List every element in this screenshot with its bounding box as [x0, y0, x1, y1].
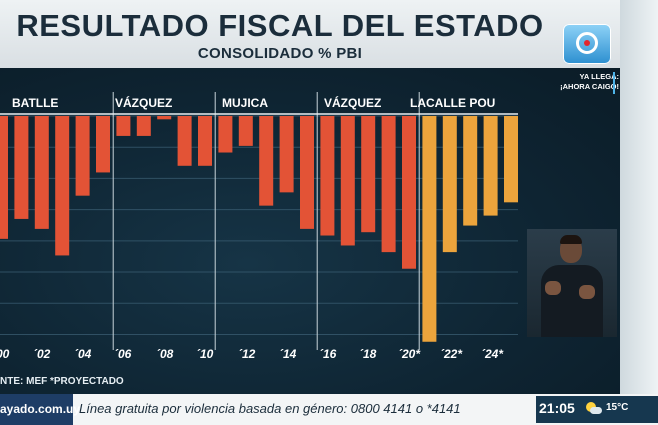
bar-2005: [116, 116, 131, 136]
promo-line-1: YA LLEGA:: [579, 72, 619, 81]
x-tick-label: ´12: [238, 347, 256, 361]
sign-language-interpreter-inset: [527, 229, 617, 337]
period-label: LACALLE POU: [410, 96, 495, 110]
x-tick-label: ´22*: [440, 347, 463, 361]
chart-header: RESULTADO FISCAL DEL ESTADO CONSOLIDADO …: [0, 0, 620, 68]
x-tick-label: 00: [0, 347, 10, 361]
promo-line-2: ¡AHORA CAIGO!: [560, 82, 619, 91]
bar-2014: [300, 116, 314, 229]
bar-2018: [381, 116, 396, 253]
bar-2021: [442, 116, 457, 253]
temperature: 15°C: [606, 402, 629, 413]
period-label: MUJICA: [222, 96, 268, 110]
bar-2010: [218, 116, 233, 153]
bar-2000: [14, 116, 29, 219]
bar-2013: [279, 116, 294, 193]
clock-weather-box: 21:05 15°C: [536, 396, 658, 423]
bar-2024: [504, 116, 518, 203]
chart-source-note: NTE: MEF *PROYECTADO: [0, 376, 124, 387]
x-tick-label: ´18: [359, 347, 377, 361]
period-label: VÁZQUEZ: [324, 95, 381, 110]
bar-2020: [422, 116, 437, 342]
bar-2003: [75, 116, 90, 196]
ticker-message: Línea gratuita por violencia basada en g…: [79, 401, 461, 416]
bar-2023: [483, 116, 498, 216]
bar-2017: [361, 116, 376, 233]
bar-2004: [96, 116, 110, 173]
news-ticker: ayado.com.uy Línea gratuita por violenci…: [0, 394, 658, 425]
chart-panel: BATLLE VÁZQUEZ MUJICA VÁZQUEZ LACALLE POU 00 ´…: [0, 68, 620, 394]
bar-2015: [320, 116, 335, 236]
partly-cloudy-icon-cloud: [590, 407, 602, 414]
x-tick-label: ´08: [156, 347, 174, 361]
ticker-website: ayado.com.uy: [0, 402, 81, 416]
bar-2011: [238, 116, 253, 146]
ticker-website-badge: ayado.com.uy: [0, 394, 80, 425]
chart-title: RESULTADO FISCAL DEL ESTADO: [16, 8, 544, 43]
bar-2008: [177, 116, 192, 166]
x-tick-label: ´02: [33, 347, 51, 361]
studio-background: [620, 0, 658, 394]
bar-2009: [198, 116, 212, 166]
bar-2019: [402, 116, 416, 269]
x-tick-label: ´06: [114, 347, 132, 361]
x-tick-label: ´16: [319, 347, 337, 361]
channel-10-logo-icon: [563, 24, 611, 64]
x-tick-label: ´04: [74, 347, 92, 361]
chart-subtitle: CONSOLIDADO % PBI: [197, 45, 363, 62]
period-label: VÁZQUEZ: [115, 95, 172, 110]
promo-text: YA LLEGA: ¡AHORA CAIGO!: [527, 72, 619, 92]
bar-2022: [463, 116, 478, 226]
bar-2006: [136, 116, 151, 136]
bar-2001: [34, 116, 49, 229]
x-tick-label: ´20*: [398, 347, 421, 361]
bar-1999: [0, 116, 8, 239]
bar-2007: [157, 116, 172, 120]
bar-2012: [259, 116, 274, 206]
x-tick-label: ´14: [279, 347, 297, 361]
promo-accent-bar: [613, 72, 615, 94]
x-tick-label: ´10: [196, 347, 214, 361]
period-label: BATLLE: [12, 96, 58, 110]
x-tick-label: ´24*: [481, 347, 504, 361]
clock-time: 21:05: [539, 400, 575, 416]
fiscal-result-bar-chart: BATLLE VÁZQUEZ MUJICA VÁZQUEZ LACALLE POU 00 ´…: [0, 92, 518, 361]
bar-2016: [340, 116, 355, 246]
bar-2002: [55, 116, 70, 256]
